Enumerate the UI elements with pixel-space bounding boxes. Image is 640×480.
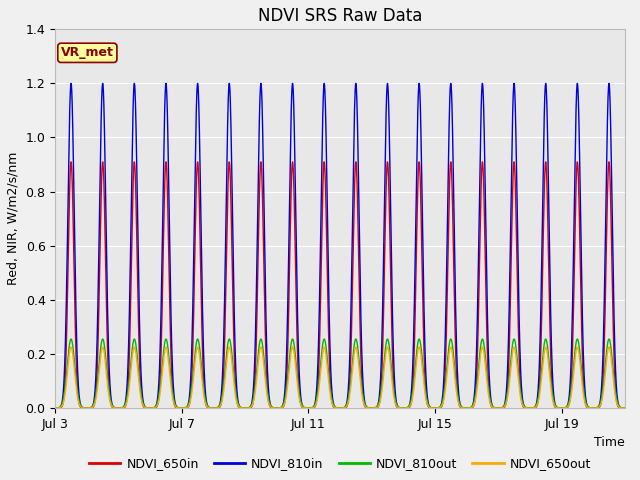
NDVI_650in (269, 405, 276, 411)
NDVI_810out (155, 394, 163, 400)
Line: NDVI_650out: NDVI_650out (55, 347, 625, 408)
Line: NDVI_810in: NDVI_810in (55, 84, 625, 408)
Line: NDVI_810out: NDVI_810out (55, 339, 625, 408)
NDVI_650out (476, 355, 484, 361)
NDVI_650out (520, 404, 527, 409)
NDVI_650out (422, 395, 429, 400)
NDVI_650in (510, 159, 518, 165)
NDVI_810in (155, 383, 163, 388)
NDVI_810in (520, 402, 527, 408)
Legend: NDVI_650in, NDVI_810in, NDVI_810out, NDVI_650out: NDVI_650in, NDVI_810in, NDVI_810out, NDV… (84, 452, 596, 475)
NDVI_650out (621, 405, 628, 411)
NDVI_650in (621, 405, 628, 411)
NDVI_650in (393, 404, 401, 410)
NDVI_650in (476, 222, 484, 228)
NDVI_810out (269, 405, 277, 410)
NDVI_810out (621, 405, 628, 411)
NDVI_810in (422, 369, 429, 375)
X-axis label: Time: Time (594, 436, 625, 449)
NDVI_650in (155, 396, 163, 402)
NDVI_810out (393, 402, 401, 408)
Title: NDVI SRS Raw Data: NDVI SRS Raw Data (258, 7, 422, 25)
NDVI_650out (269, 405, 276, 411)
NDVI_810in (162, 81, 170, 86)
NDVI_650out (51, 405, 59, 411)
NDVI_650in (51, 405, 59, 411)
Y-axis label: Red, NIR, W/m2/s/nm: Red, NIR, W/m2/s/nm (7, 152, 20, 285)
NDVI_810in (51, 405, 59, 411)
NDVI_650in (422, 387, 429, 393)
Text: VR_met: VR_met (61, 47, 114, 60)
NDVI_650in (520, 404, 527, 410)
NDVI_810in (393, 401, 401, 407)
NDVI_810in (477, 144, 484, 149)
NDVI_810out (51, 405, 59, 411)
NDVI_650out (155, 398, 163, 404)
NDVI_810in (621, 405, 628, 411)
Line: NDVI_650in: NDVI_650in (55, 162, 625, 408)
NDVI_810out (520, 402, 527, 408)
NDVI_810out (162, 336, 170, 342)
NDVI_810in (269, 405, 277, 411)
NDVI_810out (422, 390, 429, 396)
NDVI_650out (393, 404, 401, 409)
NDVI_810out (477, 346, 484, 351)
NDVI_650out (510, 344, 518, 350)
